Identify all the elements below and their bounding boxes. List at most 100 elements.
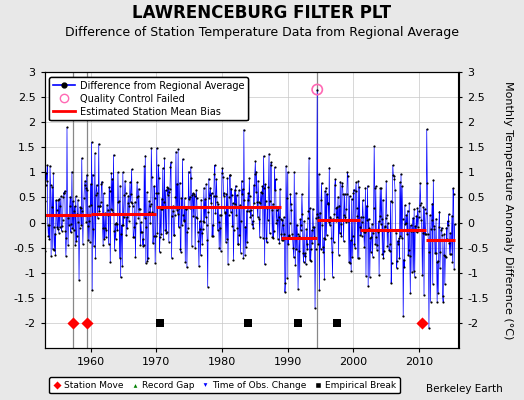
Point [260,185,268,191]
Point [342,206,351,212]
Point [364,283,373,289]
Point [162,230,170,236]
Point [308,227,316,233]
Point [321,236,330,242]
Point [138,242,147,249]
Point [422,210,430,216]
Point [344,218,353,224]
Point [414,214,423,220]
Point [93,190,101,196]
Point [177,195,185,202]
Point [253,199,261,205]
Point [150,194,159,201]
Point [342,219,350,225]
Point [97,198,105,205]
Point [304,214,312,221]
Point [198,230,206,236]
Point [119,221,127,228]
Point [166,185,174,192]
Point [328,235,336,242]
Point [223,175,232,182]
Point [151,260,159,266]
Point [392,230,400,237]
Point [343,169,352,176]
Point [224,212,233,218]
Point [172,148,180,155]
Point [154,162,162,168]
Point [443,218,452,224]
Point [46,182,54,188]
Point [122,232,130,238]
Point [169,203,178,210]
Point [237,178,246,184]
Point [88,139,96,146]
Point [442,254,450,260]
Point [86,181,95,187]
Point [307,246,315,252]
Point [282,163,290,169]
Point [416,202,424,208]
Point [114,169,122,176]
Point [53,226,62,232]
Point [125,218,133,224]
Point [256,200,265,206]
Point [48,184,57,190]
Point [361,185,369,191]
Point [308,240,316,246]
Point [345,259,353,266]
Point [447,236,455,243]
Point [213,199,221,206]
Point [281,280,290,286]
Point [41,182,50,188]
Point [432,258,441,265]
Point [275,240,283,247]
Point [211,162,219,168]
Point [428,216,436,223]
Point [390,176,399,182]
Point [147,145,156,151]
Point [187,164,195,170]
Point [330,239,338,245]
Point [439,293,447,299]
Point [71,242,80,248]
Point [92,182,101,188]
Point [248,220,256,227]
Point [369,230,377,236]
Point [375,272,383,279]
Point [152,190,160,196]
Point [207,200,215,207]
Point [83,320,92,326]
Point [44,233,52,240]
Point [248,218,257,224]
Point [260,261,269,268]
Point [432,215,440,222]
Point [423,230,432,237]
Point [135,206,144,212]
Point [73,232,81,239]
Point [181,195,189,202]
Point [441,252,450,259]
Point [246,193,254,199]
Point [79,212,88,219]
Point [125,203,134,210]
Point [403,207,412,214]
Point [212,193,220,199]
Point [116,274,125,280]
Point [419,204,428,210]
Point [429,280,437,287]
Point [150,183,158,189]
Point [215,245,223,252]
Point [40,198,49,204]
Point [122,190,130,196]
Point [303,240,311,247]
Point [155,320,163,326]
Point [377,185,386,192]
Point [130,224,138,230]
Point [405,247,413,253]
Point [133,194,141,200]
Point [418,226,426,233]
Point [429,177,438,183]
Point [200,218,209,225]
Point [407,228,416,235]
Point [268,206,276,213]
